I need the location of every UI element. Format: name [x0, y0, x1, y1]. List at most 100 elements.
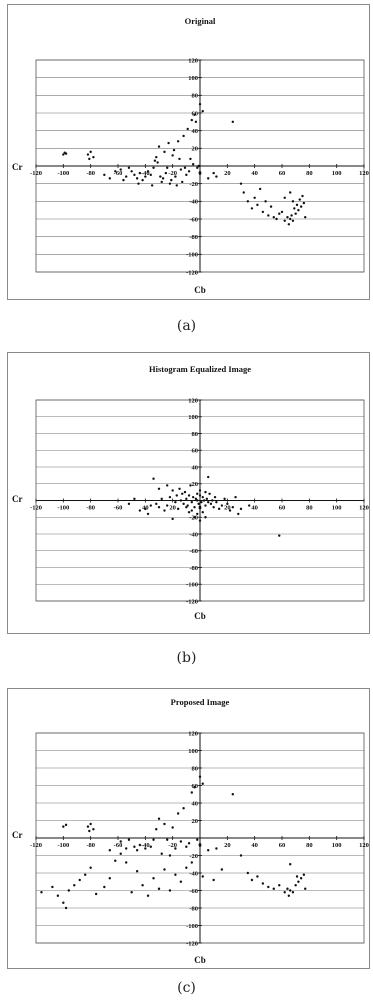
data-point — [256, 875, 259, 878]
data-point — [164, 171, 168, 175]
y-axis-label: Cr — [12, 494, 23, 504]
data-point — [207, 500, 210, 504]
data-point — [185, 497, 188, 501]
data-point — [196, 499, 199, 502]
data-point — [299, 205, 303, 208]
data-point — [286, 887, 289, 890]
data-point — [301, 194, 304, 198]
data-point — [135, 177, 139, 180]
data-point — [220, 504, 224, 507]
data-point — [250, 207, 254, 210]
data-point — [174, 500, 177, 504]
data-point — [297, 880, 300, 883]
data-point — [269, 205, 273, 208]
data-point — [168, 495, 172, 499]
x-tick-label: 80 — [306, 170, 313, 177]
x-axis-label: Cb — [194, 285, 206, 295]
data-point — [289, 191, 292, 194]
data-point — [146, 894, 150, 897]
data-point — [272, 887, 275, 890]
data-point — [215, 500, 218, 504]
y-tick-label: 80 — [192, 431, 199, 438]
data-point — [157, 817, 161, 820]
data-point — [193, 506, 196, 509]
chart-title: Proposed Image — [171, 697, 230, 707]
data-point — [84, 873, 87, 876]
data-point — [304, 216, 307, 219]
data-point — [226, 502, 229, 506]
data-point — [201, 875, 204, 878]
data-point — [189, 484, 192, 487]
data-point — [156, 161, 159, 164]
x-tick-label: -100 — [57, 842, 69, 849]
data-point — [130, 891, 133, 894]
y-tick-label: 120 — [188, 397, 198, 404]
y-tick-label: -40 — [189, 870, 198, 877]
data-point — [155, 502, 158, 506]
data-point — [171, 517, 174, 521]
data-point — [205, 497, 209, 501]
data-point — [108, 849, 112, 852]
data-point — [196, 492, 199, 495]
x-tick-label: -80 — [86, 170, 95, 177]
data-point — [278, 534, 281, 537]
x-tick-label: -80 — [86, 842, 95, 849]
data-point — [122, 178, 125, 182]
x-tick-label: 20 — [224, 842, 231, 849]
chart-panel-proposed — [7, 688, 370, 969]
y-tick-label: -20 — [189, 853, 198, 860]
data-point — [179, 499, 183, 502]
data-point — [239, 854, 243, 857]
x-tick-label: 20 — [224, 170, 231, 177]
data-point — [186, 127, 189, 131]
data-point — [197, 164, 200, 168]
x-tick-label: 80 — [306, 505, 313, 512]
data-point — [163, 150, 166, 154]
x-tick-label: 60 — [279, 505, 286, 512]
data-point — [201, 110, 204, 113]
y-tick-label: -60 — [189, 888, 198, 895]
data-point — [88, 829, 91, 833]
data-point — [267, 885, 270, 889]
data-point — [157, 487, 161, 490]
data-point — [171, 489, 174, 492]
data-point — [62, 825, 65, 828]
data-point — [64, 823, 68, 827]
y-tick-label: -60 — [189, 216, 198, 223]
data-point — [294, 212, 297, 215]
data-point — [185, 506, 188, 509]
data-point — [193, 516, 196, 519]
data-point — [170, 178, 173, 182]
data-point — [185, 845, 188, 848]
data-point — [231, 793, 234, 796]
caption-b: (b) — [176, 650, 197, 666]
data-point — [291, 891, 295, 894]
data-point — [272, 216, 275, 219]
data-point — [108, 177, 112, 180]
data-point — [191, 163, 195, 166]
data-point — [168, 854, 172, 857]
data-point — [153, 159, 157, 162]
chart-1: -120 -100 -80 -60 40 20 0 20 40 60 80 100 120 120 100 8… — [12, 364, 369, 621]
data-point — [209, 502, 213, 506]
data-point — [92, 155, 95, 159]
x-tick-label: 100 — [332, 170, 342, 177]
data-point — [127, 166, 131, 169]
data-point — [286, 216, 289, 219]
data-point — [264, 200, 267, 203]
data-point — [135, 870, 139, 873]
data-point — [172, 148, 176, 152]
data-point — [149, 504, 152, 507]
data-point — [174, 873, 177, 876]
data-point — [144, 847, 147, 850]
x-tick-label: 100 — [332, 842, 342, 849]
data-point — [149, 845, 152, 848]
data-point — [294, 884, 297, 887]
data-point — [267, 214, 270, 217]
data-point — [127, 502, 131, 506]
data-point — [198, 102, 202, 106]
data-point — [166, 484, 169, 487]
y-tick-label: -20 — [189, 181, 198, 188]
x-tick-label: 0 — [198, 170, 201, 177]
